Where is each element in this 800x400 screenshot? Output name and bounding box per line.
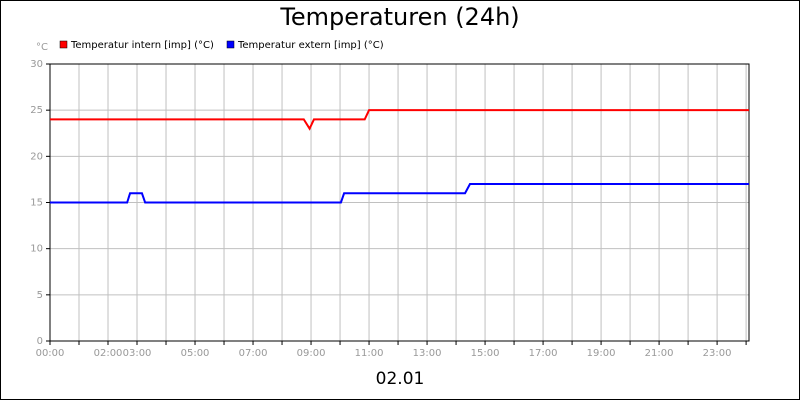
y-tick-label: 30: [30, 59, 43, 70]
legend-swatch: [226, 40, 235, 49]
y-tick-label: 15: [30, 198, 43, 209]
x-tick-label: 15:00: [471, 348, 500, 359]
chart-title: Temperaturen (24h): [279, 3, 519, 31]
series-line: [50, 183, 749, 204]
series-line: [50, 109, 749, 131]
x-tick-label: 19:00: [587, 348, 616, 359]
legend-label: Temperatur extern [imp] (°C): [237, 40, 384, 51]
x-tick-label: 11:00: [355, 348, 384, 359]
x-axis-label: 02.01: [376, 369, 425, 389]
y-tick-label: 0: [37, 336, 43, 347]
legend-label: Temperatur intern [imp] (°C): [70, 40, 214, 51]
x-tick-label: 03:00: [123, 348, 152, 359]
y-tick-label: 25: [30, 105, 43, 116]
x-tick-label: 23:00: [703, 348, 732, 359]
x-tick-label: 00:00: [36, 348, 65, 359]
legend-swatch: [59, 40, 68, 49]
y-tick-label: 5: [37, 290, 43, 301]
x-tick-label: 09:00: [297, 348, 326, 359]
x-tick-label: 07:00: [239, 348, 268, 359]
x-tick-label: 02:00: [94, 348, 123, 359]
y-unit: °C: [36, 42, 48, 53]
y-tick-label: 20: [30, 151, 43, 162]
y-tick-label: 10: [30, 244, 43, 255]
x-tick-label: 13:00: [413, 348, 442, 359]
x-tick-label: 21:00: [645, 348, 674, 359]
x-tick-label: 05:00: [181, 348, 210, 359]
x-tick-label: 17:00: [529, 348, 558, 359]
